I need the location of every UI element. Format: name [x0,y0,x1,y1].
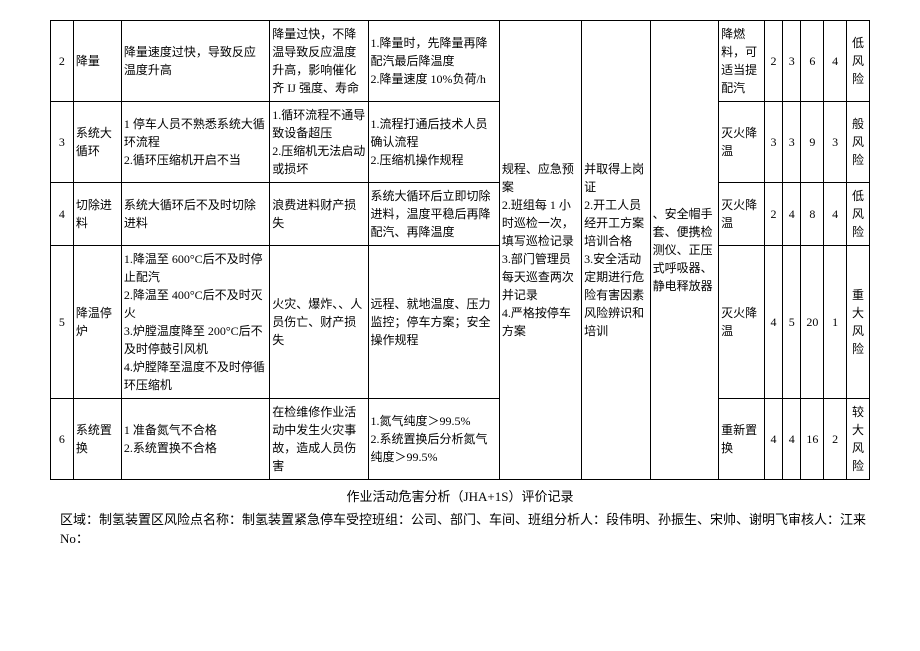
cell-n1: 2 [764,183,782,246]
cell-ppe-merged: 、安全帽手套、便携检测仪、正压式呼吸器、静电释放器 [650,21,719,480]
cell-step: 降量 [73,21,121,102]
cell-mgmt-merged: 规程、应急预案2.班组每 1 小时巡检一次，填写巡检记录3.部门管理员每天巡查两… [499,21,581,480]
cell-cons: 火灾、爆炸、、人员伤亡、财产损失 [270,246,368,399]
cell-meas: 1.降量时，先降量再降配汽最后降温度2.降量速度 10%负荷/h [368,21,499,102]
cell-cons: 浪费进料财产损失 [270,183,368,246]
cell-idx: 2 [51,21,74,102]
cell-n3: 9 [801,102,824,183]
cell-n1: 4 [764,399,782,480]
cell-train-merged: 并取得上岗证2.开工人员经开工方案培训合格3.安全活动定期进行危险有害因素风险辨… [582,21,651,480]
cell-meas: 1.氮气纯度＞99.5%2.系统置换后分析氮气纯度＞99.5% [368,399,499,480]
table-row: 6 系统置换 1 准备氮气不合格2.系统置换不合格 在检维修作业活动中发生火灾事… [51,399,870,480]
cell-emerg: 重新置换 [719,399,765,480]
footer-meta: 区域：制氢装置区风险点名称：制氢装置紧急停车受控班组：公司、部门、车间、班组分析… [50,509,870,547]
cell-n3: 16 [801,399,824,480]
cell-idx: 6 [51,399,74,480]
cell-cause: 1 停车人员不熟悉系统大循环流程2.循环压缩机开启不当 [121,102,269,183]
cell-cause: 1 准备氮气不合格2.系统置换不合格 [121,399,269,480]
cell-cause: 降量速度过快，导致反应温度升高 [121,21,269,102]
cell-emerg: 灭火降温 [719,102,765,183]
cell-n3: 20 [801,246,824,399]
cell-idx: 3 [51,102,74,183]
cell-meas: 系统大循环后立即切除进料，温度平稳后再降配汽、再降温度 [368,183,499,246]
cell-risk: 较大风险 [847,399,870,480]
cell-step: 系统大循环 [73,102,121,183]
cell-n3: 6 [801,21,824,102]
cell-meas: 1.流程打通后技术人员确认流程2.压缩机操作规程 [368,102,499,183]
cell-idx: 5 [51,246,74,399]
table-row: 2 降量 降量速度过快，导致反应温度升高 降量过快，不降温导致反应温度升高，影响… [51,21,870,102]
cell-n1: 3 [764,102,782,183]
cell-cause: 系统大循环后不及时切除进料 [121,183,269,246]
cell-n2: 5 [783,246,801,399]
cell-n4: 3 [824,102,847,183]
cell-risk: 重大风险 [847,246,870,399]
cell-n3: 8 [801,183,824,246]
cell-emerg: 降燃料，可适当提配汽 [719,21,765,102]
cell-n2: 3 [783,21,801,102]
table-row: 5 降温停炉 1.降温至 600°C后不及时停止配汽2.降温至 400°C后不及… [51,246,870,399]
cell-n1: 4 [764,246,782,399]
cell-cons: 1.循环流程不通导致设备超压2.压缩机无法启动或损坏 [270,102,368,183]
cell-risk: 低风险 [847,183,870,246]
cell-risk: 般风险 [847,102,870,183]
cell-n4: 4 [824,21,847,102]
cell-n2: 4 [783,399,801,480]
table-row: 3 系统大循环 1 停车人员不熟悉系统大循环流程2.循环压缩机开启不当 1.循环… [51,102,870,183]
cell-meas: 远程、就地温度、压力监控；停车方案；安全操作规程 [368,246,499,399]
cell-cons: 降量过快，不降温导致反应温度升高，影响催化齐 IJ 强度、寿命 [270,21,368,102]
cell-emerg: 灭火降温 [719,246,765,399]
cell-cause: 1.降温至 600°C后不及时停止配汽2.降温至 400°C后不及时灭火3.炉膛… [121,246,269,399]
cell-step: 系统置换 [73,399,121,480]
cell-risk: 低风险 [847,21,870,102]
cell-step: 降温停炉 [73,246,121,399]
cell-emerg: 灭火降温 [719,183,765,246]
footer-title: 作业活动危害分析（JHA+1S）评价记录 [50,486,870,505]
cell-step: 切除进料 [73,183,121,246]
cell-cons: 在检维修作业活动中发生火灾事故，造成人员伤害 [270,399,368,480]
cell-idx: 4 [51,183,74,246]
table-row: 4 切除进料 系统大循环后不及时切除进料 浪费进料财产损失 系统大循环后立即切除… [51,183,870,246]
hazard-analysis-table: 2 降量 降量速度过快，导致反应温度升高 降量过快，不降温导致反应温度升高，影响… [50,20,870,480]
cell-n2: 3 [783,102,801,183]
cell-n1: 2 [764,21,782,102]
cell-n4: 4 [824,183,847,246]
cell-n4: 2 [824,399,847,480]
cell-n4: 1 [824,246,847,399]
cell-n2: 4 [783,183,801,246]
